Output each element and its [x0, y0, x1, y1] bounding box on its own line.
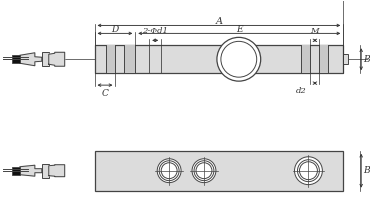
Bar: [12, 167, 20, 175]
Bar: [94, 151, 343, 191]
Circle shape: [295, 157, 322, 185]
Text: E: E: [236, 25, 243, 34]
Text: M: M: [310, 27, 319, 35]
Text: B: B: [363, 166, 370, 175]
Bar: [124, 45, 135, 73]
Circle shape: [217, 37, 261, 81]
Bar: [343, 54, 348, 64]
Bar: [107, 45, 115, 73]
Circle shape: [299, 162, 317, 180]
Circle shape: [194, 161, 214, 181]
Polygon shape: [20, 165, 42, 176]
Bar: [12, 55, 20, 63]
Circle shape: [297, 160, 319, 182]
Bar: [42, 164, 49, 178]
Circle shape: [157, 159, 181, 183]
Polygon shape: [49, 165, 65, 177]
Text: C: C: [101, 89, 108, 98]
Bar: [94, 45, 343, 73]
Bar: [302, 45, 310, 73]
Polygon shape: [49, 52, 65, 66]
Circle shape: [161, 163, 177, 179]
Circle shape: [159, 161, 179, 181]
Circle shape: [221, 41, 257, 77]
Bar: [42, 52, 49, 66]
Text: B: B: [363, 55, 370, 64]
Circle shape: [192, 159, 216, 183]
Circle shape: [196, 163, 212, 179]
Bar: [319, 45, 328, 73]
Polygon shape: [20, 53, 42, 66]
Text: d2: d2: [296, 87, 306, 95]
Text: A: A: [215, 17, 222, 26]
Text: 2-Φd1: 2-Φd1: [142, 27, 168, 35]
Text: D: D: [111, 25, 118, 34]
